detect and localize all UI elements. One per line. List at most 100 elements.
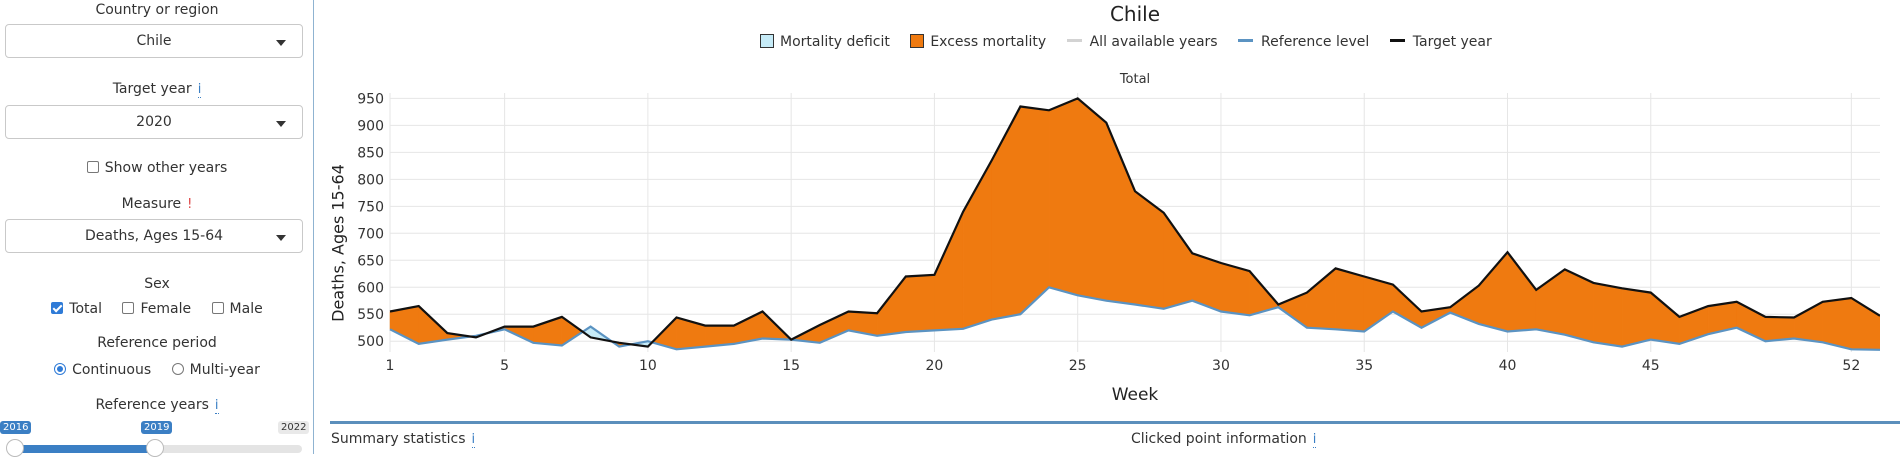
target-year-line	[389, 97, 1880, 348]
excess-mortality-area	[1765, 316, 1795, 342]
y-tick-label: 850	[357, 145, 384, 161]
x-tick-label: 45	[1642, 358, 1660, 374]
show-other-years-checkbox[interactable]	[86, 161, 99, 173]
legend-line	[1066, 39, 1082, 42]
chevron-down-icon	[276, 235, 286, 241]
legend-target-year[interactable]: Target year	[1389, 34, 1492, 50]
target-year-value: 2020	[136, 114, 172, 130]
x-tick-label: 35	[1355, 358, 1373, 374]
summary-statistics-label: Summary statistics i	[331, 431, 476, 448]
y-tick-label: 800	[357, 172, 384, 188]
x-tick-label: 52	[1842, 358, 1860, 374]
reference-years-label: Reference years i	[95, 397, 219, 414]
slider-max-label: 2022	[278, 421, 310, 434]
y-tick-label: 700	[357, 226, 384, 242]
sidebar: Country or region Chile Target year i 202…	[0, 0, 314, 457]
y-tick-label: 950	[357, 91, 384, 107]
excess-mortality-area	[1306, 267, 1336, 330]
legend-reference-level[interactable]: Reference level	[1238, 34, 1369, 50]
target-year-select[interactable]: 2020	[5, 105, 303, 139]
excess-mortality-area	[1478, 251, 1508, 332]
slider-value-label: 2019	[141, 421, 173, 434]
legend-line	[1238, 39, 1254, 42]
y-tick-label: 900	[357, 118, 384, 134]
x-tick-label: 20	[926, 358, 944, 374]
legend-excess-mortality[interactable]: Excess mortality	[910, 34, 1046, 50]
excess-mortality-area	[1793, 301, 1823, 343]
country-select-value: Chile	[136, 33, 172, 49]
excess-mortality-area	[934, 211, 964, 331]
sex-option-female[interactable]: Female	[122, 301, 191, 317]
legend-swatch	[910, 34, 925, 48]
x-tick-label: 15	[782, 358, 800, 374]
checkbox-female[interactable]	[122, 302, 135, 314]
sex-label: Sex	[144, 276, 170, 292]
info-icon[interactable]: i	[197, 82, 202, 98]
y-tick-label: 600	[357, 280, 384, 296]
reference-level-line	[389, 286, 1880, 351]
excess-mortality-area	[1020, 106, 1050, 315]
excess-mortality-area	[1593, 282, 1623, 347]
target-year-label: Target year i	[112, 81, 202, 98]
excess-mortality-area	[1077, 97, 1107, 302]
measure-select[interactable]: Deaths, Ages 15-64	[5, 219, 303, 253]
y-tick-label: 500	[357, 334, 384, 350]
legend: Mortality deficit Excess mortality All a…	[760, 34, 1508, 54]
clicked-point-label: Clicked point information i	[1131, 431, 1317, 448]
excess-mortality-area	[1650, 292, 1680, 345]
chart-title: Chile	[1109, 2, 1161, 26]
chevron-down-icon	[276, 121, 286, 127]
x-tick-label: 30	[1212, 358, 1230, 374]
y-tick-label: 550	[357, 307, 384, 323]
excess-mortality-area	[1822, 297, 1852, 350]
excess-mortality-area	[819, 311, 849, 344]
legend-swatch	[760, 34, 774, 48]
excess-mortality-area	[1363, 276, 1394, 332]
warning-icon[interactable]: !	[187, 197, 193, 212]
legend-all-years[interactable]: All available years	[1066, 34, 1218, 50]
x-axis-label: Week	[1111, 385, 1159, 405]
excess-mortality-area	[1335, 268, 1365, 332]
y-tick-label: 650	[357, 253, 384, 269]
legend-mortality-deficit[interactable]: Mortality deficit	[760, 34, 890, 50]
info-icon[interactable]: i	[1312, 432, 1317, 448]
x-tick-label: 40	[1499, 358, 1517, 374]
excess-mortality-area	[1507, 251, 1537, 332]
excess-mortality-area	[991, 106, 1021, 320]
slider-handle-end[interactable]	[146, 439, 164, 457]
country-select[interactable]: Chile	[5, 24, 303, 58]
measure-label: Measure!	[121, 196, 193, 212]
y-axis-label: Deaths, Ages 15-64	[328, 164, 348, 322]
info-icon[interactable]: i	[214, 398, 219, 414]
x-tick-label: 5	[500, 358, 509, 374]
reference-option-continuous[interactable]: Continuous	[54, 362, 151, 378]
checkbox-male[interactable]	[211, 302, 224, 314]
excess-mortality-area	[1048, 98, 1078, 296]
show-other-years-label: Show other years	[104, 160, 228, 176]
excess-mortality-area	[905, 274, 935, 333]
slider-handle-start[interactable]	[6, 439, 24, 457]
radio-continuous[interactable]	[54, 363, 67, 375]
reference-period-options: Continuous Multi-year	[0, 362, 314, 378]
x-tick-label: 10	[639, 358, 657, 374]
sex-option-male[interactable]: Male	[211, 301, 263, 317]
legend-line	[1389, 39, 1405, 42]
slider-range-fill	[10, 445, 155, 453]
radio-multi-year[interactable]	[171, 363, 184, 375]
reference-period-label: Reference period	[97, 335, 217, 351]
x-tick-label: 1	[386, 358, 395, 374]
section-divider	[330, 421, 1900, 424]
sex-option-total[interactable]: Total	[51, 301, 102, 317]
reference-option-multi-year[interactable]: Multi-year	[171, 362, 260, 378]
sex-options: Total Female Male	[0, 301, 314, 317]
info-icon[interactable]: i	[471, 432, 476, 448]
facet-label: Total	[1119, 72, 1151, 87]
excess-mortality-area	[1106, 122, 1136, 305]
show-other-years[interactable]: Show other years	[0, 160, 314, 176]
x-tick-label: 25	[1069, 358, 1087, 374]
excess-mortality-area	[418, 305, 448, 345]
checkbox-total[interactable]	[51, 302, 64, 314]
measure-value: Deaths, Ages 15-64	[84, 228, 224, 244]
slider-min-label: 2016	[0, 421, 32, 434]
